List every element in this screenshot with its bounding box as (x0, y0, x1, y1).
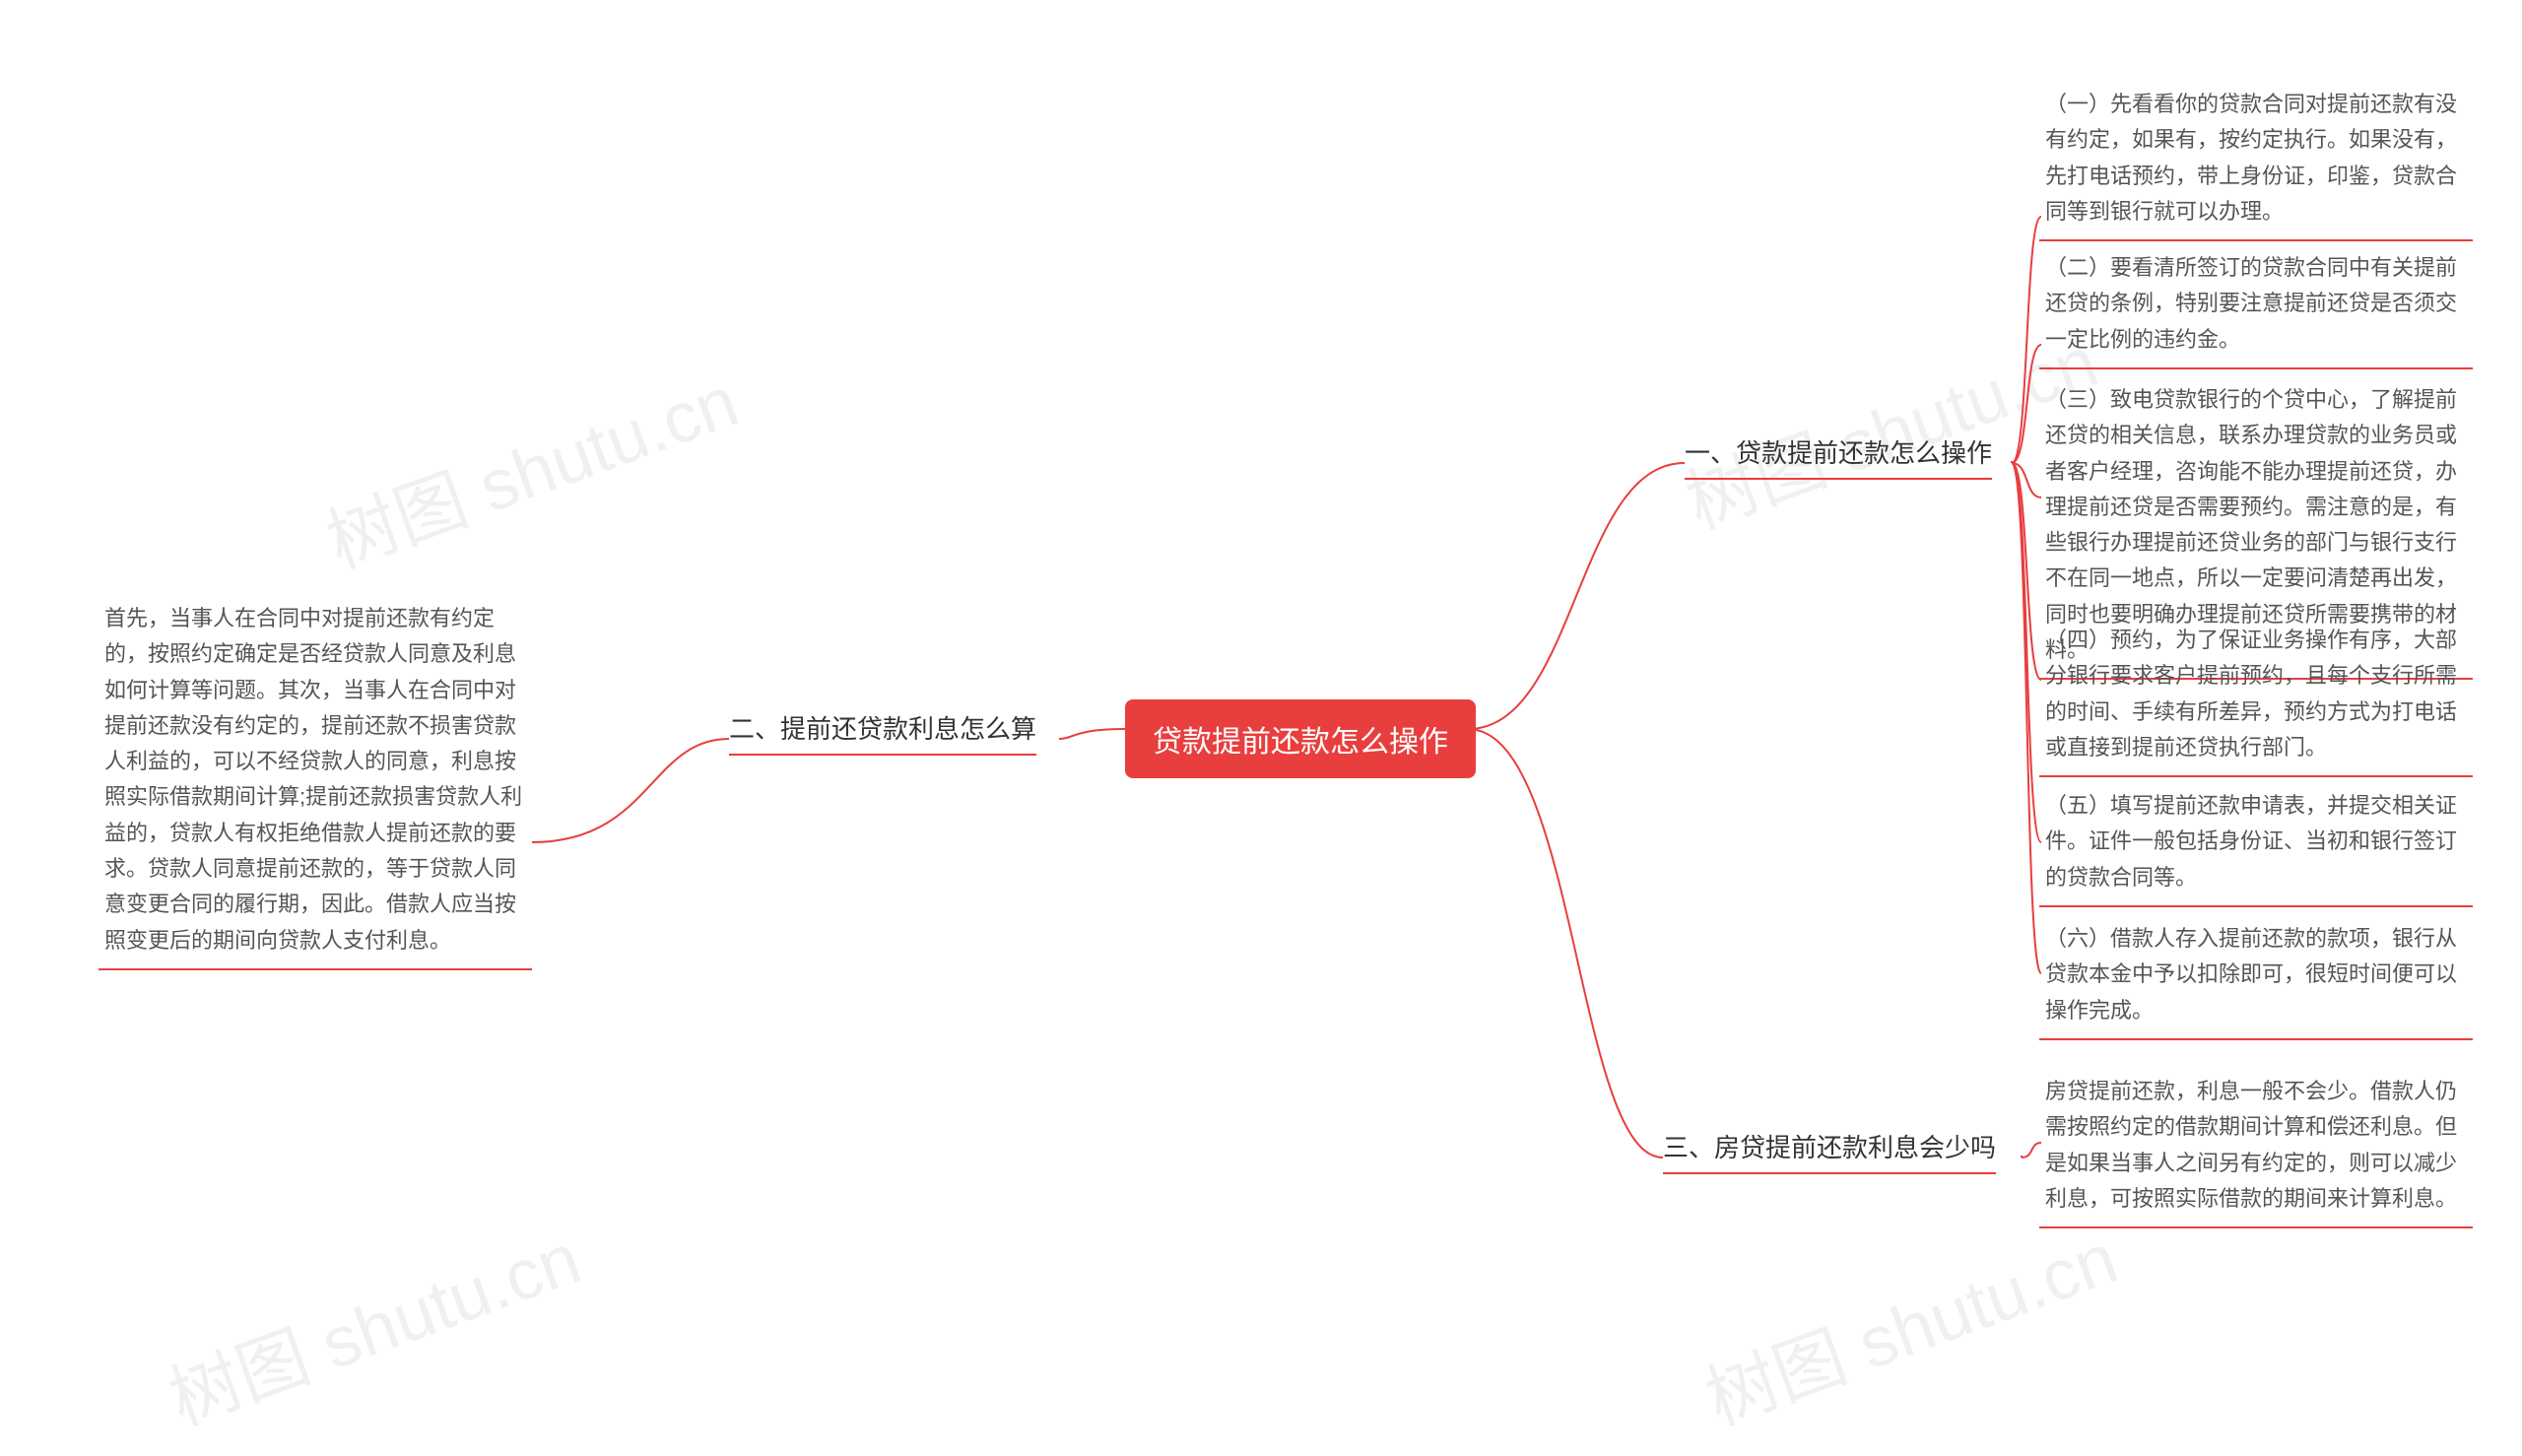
leaf-node-1-2[interactable]: （二）要看清所签订的贷款合同中有关提前还贷的条例，特别要注意提前还贷是否须交一定… (2039, 250, 2473, 369)
leaf-text: （六）借款人存入提前还款的款项，银行从贷款本金中予以扣除即可，很短时间便可以操作… (2045, 926, 2457, 1023)
leaf-text: （四）预约，为了保证业务操作有序，大部分银行要求客户提前预约，且每个支行所需的时… (2045, 628, 2457, 760)
watermark: 树图 shutu.cn (153, 1201, 592, 1445)
leaf-node-1-4[interactable]: （四）预约，为了保证业务操作有序，大部分银行要求客户提前预约，且每个支行所需的时… (2039, 623, 2473, 777)
leaf-node-3-1[interactable]: 房贷提前还款，利息一般不会少。借款人仍需按照约定的借款期间计算和偿还利息。但是如… (2039, 1074, 2473, 1228)
branch-node-1[interactable]: 一、贷款提前还款怎么操作 (1685, 433, 1992, 480)
leaf-text: （三）致电贷款银行的个贷中心，了解提前还贷的相关信息，联系办理贷款的业务员或者客… (2045, 387, 2457, 662)
leaf-node-2-1[interactable]: 首先，当事人在合同中对提前还款有约定的，按照约定确定是否经贷款人同意及利息如何计… (99, 601, 532, 970)
root-label: 贷款提前还款怎么操作 (1153, 726, 1448, 759)
leaf-text: （五）填写提前还款申请表，并提交相关证件。证件一般包括身份证、当初和银行签订的贷… (2045, 793, 2457, 890)
watermark: 树图 shutu.cn (1690, 1201, 2129, 1445)
leaf-text: （二）要看清所签订的贷款合同中有关提前还贷的条例，特别要注意提前还贷是否须交一定… (2045, 255, 2457, 352)
branch-node-2[interactable]: 二、提前还贷款利息怎么算 (729, 709, 1036, 756)
branch-label: 三、房贷提前还款利息会少吗 (1663, 1133, 1996, 1162)
branch-node-3[interactable]: 三、房贷提前还款利息会少吗 (1663, 1128, 1996, 1174)
leaf-text: 房贷提前还款，利息一般不会少。借款人仍需按照约定的借款期间计算和偿还利息。但是如… (2045, 1079, 2457, 1211)
watermark: 树图 shutu.cn (310, 344, 750, 588)
leaf-node-1-6[interactable]: （六）借款人存入提前还款的款项，银行从贷款本金中予以扣除即可，很短时间便可以操作… (2039, 921, 2473, 1040)
leaf-text: （一）先看看你的贷款合同对提前还款有没有约定，如果有，按约定执行。如果没有，先打… (2045, 92, 2457, 224)
leaf-text: 首先，当事人在合同中对提前还款有约定的，按照约定确定是否经贷款人同意及利息如何计… (104, 606, 522, 953)
leaf-node-1-5[interactable]: （五）填写提前还款申请表，并提交相关证件。证件一般包括身份证、当初和银行签订的贷… (2039, 788, 2473, 907)
leaf-node-1-1[interactable]: （一）先看看你的贷款合同对提前还款有没有约定，如果有，按约定执行。如果没有，先打… (2039, 87, 2473, 241)
branch-label: 一、贷款提前还款怎么操作 (1685, 438, 1992, 468)
branch-label: 二、提前还贷款利息怎么算 (729, 714, 1036, 744)
root-node[interactable]: 贷款提前还款怎么操作 (1125, 699, 1476, 778)
